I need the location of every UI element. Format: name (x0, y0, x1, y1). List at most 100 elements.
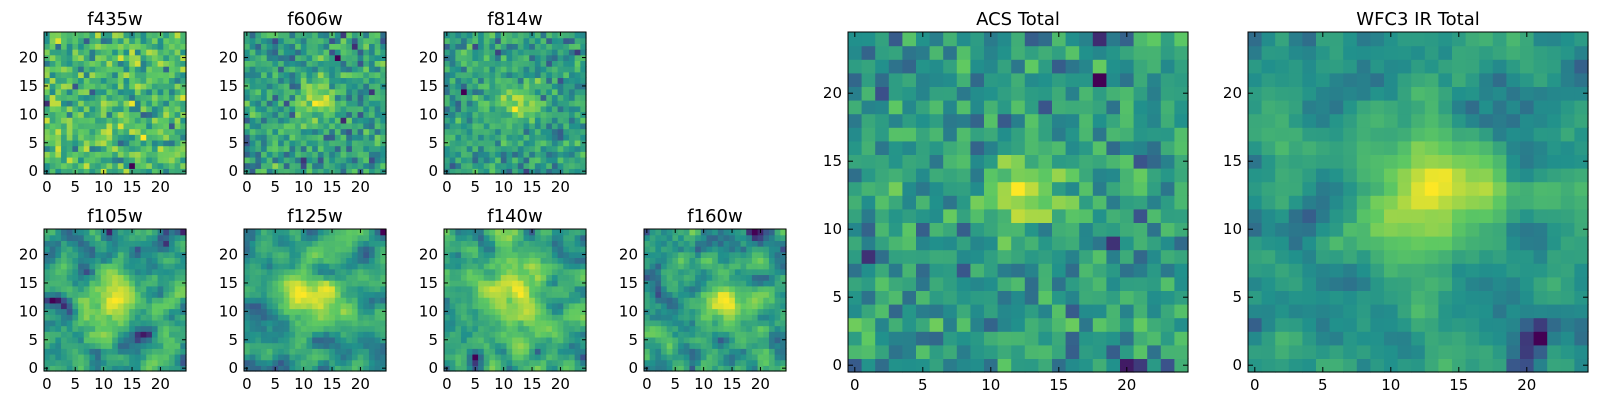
heatmap-cell (272, 156, 279, 164)
heatmap-cell (123, 280, 130, 287)
heatmap-cell (557, 145, 564, 152)
heatmap-cell (478, 139, 485, 147)
heatmap-cell (300, 66, 308, 73)
heatmap-cell (55, 134, 62, 141)
heatmap-cell (300, 145, 308, 152)
heatmap-cell (678, 251, 685, 258)
heatmap-cell (72, 319, 79, 327)
heatmap-cell (340, 117, 347, 124)
heatmap-cell (683, 359, 691, 366)
heatmap-cell (888, 222, 903, 237)
heatmap-cell (55, 145, 62, 152)
heatmap-cell (523, 331, 530, 338)
heatmap-cell (1174, 222, 1189, 237)
heatmap-cell (368, 336, 376, 344)
heatmap-cell (129, 139, 136, 147)
heatmap-cell (66, 54, 73, 61)
heatmap-cell (89, 54, 96, 61)
heatmap-cell (506, 263, 513, 270)
heatmap-cell (729, 291, 736, 298)
heatmap-cell (151, 325, 159, 332)
heatmap-cell (374, 348, 381, 355)
heatmap-cell (300, 274, 308, 281)
heatmap-cell (534, 32, 542, 39)
heatmap-cell (546, 71, 553, 79)
heatmap-cell (49, 54, 56, 61)
heatmap-cell (943, 304, 958, 319)
heatmap-cell (1160, 208, 1175, 223)
heatmap-cell (506, 66, 513, 73)
heatmap-cell (729, 319, 736, 327)
heatmap-cell (312, 162, 319, 169)
heatmap-cell (444, 314, 451, 321)
heatmap-cell (312, 32, 319, 39)
heatmap-cell (346, 314, 353, 321)
heatmap-cell (551, 325, 559, 332)
heatmap-cell (368, 49, 376, 56)
heatmap-cell (875, 236, 890, 251)
heatmap-cell (289, 105, 296, 113)
heatmap-cell (540, 88, 547, 96)
heatmap-cell (78, 49, 85, 56)
heatmap-cell (134, 60, 142, 67)
heatmap-cell (157, 359, 164, 366)
heatmap-cell (66, 83, 73, 90)
heatmap-cell (357, 359, 364, 366)
heatmap-cell (483, 151, 491, 158)
heatmap-cell (329, 88, 336, 96)
heatmap-cell (666, 297, 673, 304)
heatmap-cell (489, 156, 496, 164)
heatmap-cell (534, 151, 542, 158)
heatmap-cell (916, 222, 931, 237)
heatmap-cell (89, 314, 96, 321)
heatmap-cell (495, 336, 502, 344)
heatmap-cell (666, 234, 673, 241)
heatmap-cell (672, 280, 679, 287)
heatmap-cell (706, 240, 713, 247)
heatmap-cell (55, 156, 62, 164)
heatmap-cell (174, 105, 181, 113)
heatmap-cell (329, 291, 336, 298)
heatmap-cell (351, 246, 359, 253)
heatmap-cell (346, 280, 353, 287)
heatmap-cell (329, 43, 336, 50)
heatmap-cell (249, 122, 256, 130)
heatmap-cell (655, 240, 662, 247)
heatmap-cell (563, 66, 570, 73)
heatmap-cell (323, 342, 330, 349)
heatmap-cell (346, 83, 353, 90)
heatmap-cell (261, 285, 268, 293)
heatmap-cell (106, 251, 113, 258)
heatmap-cell (943, 236, 958, 251)
heatmap-cell (1052, 181, 1067, 196)
heatmap-cell (449, 297, 456, 304)
heatmap-image (444, 229, 587, 372)
heatmap-cell (146, 342, 153, 349)
heatmap-cell (334, 145, 342, 152)
heatmap-cell (83, 308, 91, 315)
heatmap-cell (317, 246, 325, 253)
x-tick-label: 5 (70, 375, 80, 393)
heatmap-cell (151, 145, 159, 152)
heatmap-cell (129, 37, 136, 44)
heatmap-cell (875, 222, 890, 237)
heatmap-cell (272, 240, 279, 247)
heatmap-cell (174, 314, 181, 321)
heatmap-cell (929, 168, 944, 183)
heatmap-cell (255, 308, 262, 315)
heatmap-cell (306, 54, 313, 61)
heatmap-cell (55, 162, 62, 169)
heatmap-cell (351, 156, 359, 164)
heatmap-cell (83, 353, 91, 361)
heatmap-cell (306, 134, 313, 141)
heatmap-cell (83, 348, 91, 355)
heatmap-cell (363, 145, 370, 152)
heatmap-cell (157, 274, 164, 281)
heatmap-cell (557, 263, 564, 270)
heatmap-cell (317, 319, 325, 327)
heatmap-cell (312, 54, 319, 61)
heatmap-cell (495, 83, 502, 90)
heatmap-cell (89, 128, 96, 135)
heatmap-cell (557, 37, 564, 44)
heatmap-cell (100, 128, 108, 135)
